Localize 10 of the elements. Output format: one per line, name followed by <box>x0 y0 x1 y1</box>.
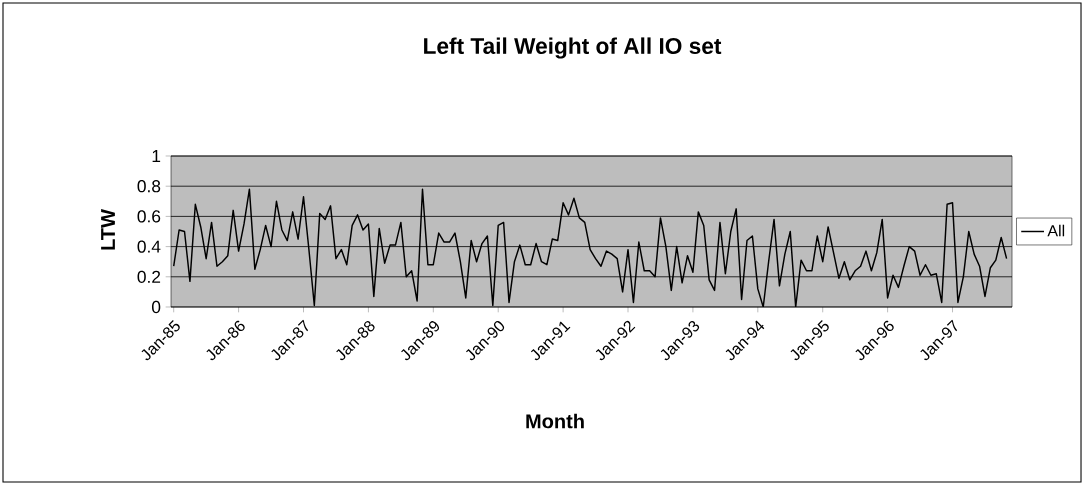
y-tick-label: 0.8 <box>137 180 161 193</box>
y-tick-label: 0.2 <box>137 270 161 283</box>
x-axis-title: Month <box>526 413 584 429</box>
y-axis-title: LTW <box>101 209 115 250</box>
y-tick-label: 1 <box>152 150 161 162</box>
chart-title: Left Tail Weight of All IO set <box>424 37 722 59</box>
legend-label: All <box>1047 224 1065 237</box>
y-tick-label: 0 <box>151 300 161 314</box>
y-tick-label: 0.6 <box>137 210 161 223</box>
y-tick-label: 0.4 <box>137 240 161 253</box>
